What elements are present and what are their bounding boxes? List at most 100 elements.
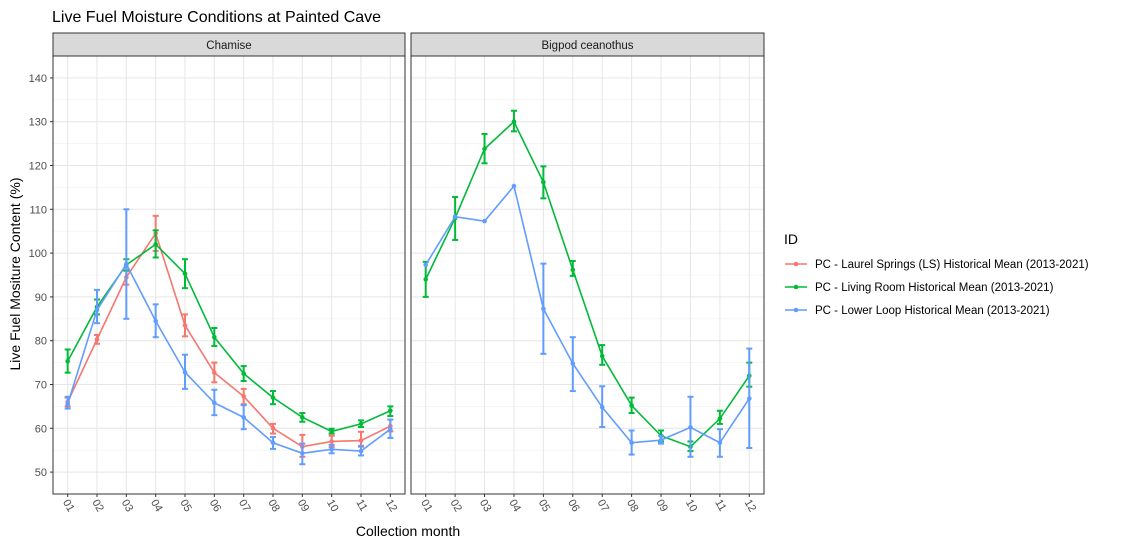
data-point bbox=[212, 400, 217, 406]
data-point bbox=[570, 267, 576, 273]
panel-border bbox=[410, 55, 765, 495]
y-tick-label: 110 bbox=[29, 204, 47, 216]
legend-entry: PC - Living Room Historical Mean (2013-2… bbox=[785, 282, 1054, 294]
data-point bbox=[212, 370, 217, 375]
x-tick-label: 10 bbox=[683, 498, 700, 515]
series-line bbox=[425, 184, 750, 444]
x-tick-label: 05 bbox=[177, 498, 194, 515]
x-tick-label: 08 bbox=[265, 498, 282, 515]
data-point bbox=[270, 426, 276, 431]
data-point bbox=[629, 403, 634, 408]
panel-1: Chamise 01 02 03 04 05 06 07 08 09 10 11 12 bbox=[52, 32, 406, 515]
data-point bbox=[388, 408, 393, 414]
data-point bbox=[746, 396, 752, 401]
x-tick-label: 03 bbox=[119, 498, 136, 515]
y-tick-label: 70 bbox=[35, 380, 47, 392]
series-line bbox=[66, 231, 391, 448]
data-point bbox=[94, 307, 100, 313]
x-tick-label: 02 bbox=[89, 498, 106, 515]
data-point bbox=[541, 179, 546, 185]
data-point bbox=[241, 415, 246, 420]
data-point bbox=[511, 119, 517, 124]
legend-key-point bbox=[793, 284, 799, 290]
panels-group: Chamise 01 02 03 04 05 06 07 08 09 10 11 12 Bigpod ce… bbox=[52, 32, 765, 515]
x-tick-label: 05 bbox=[536, 498, 553, 515]
data-point bbox=[182, 323, 188, 328]
data-point bbox=[717, 440, 723, 446]
x-tick-label: 02 bbox=[448, 498, 465, 515]
y-tick-label: 80 bbox=[35, 336, 47, 348]
x-tick-label: 07 bbox=[595, 498, 612, 515]
data-point bbox=[241, 394, 246, 399]
x-tick-label: 04 bbox=[148, 498, 165, 515]
data-point bbox=[329, 439, 334, 444]
data-point bbox=[658, 437, 664, 443]
legend-key-point bbox=[793, 261, 799, 267]
legend: ID PC - Laurel Springs (LS) Historical M… bbox=[784, 231, 1089, 317]
data-point bbox=[212, 334, 217, 340]
chart-title: Live Fuel Moisture Conditions at Painted… bbox=[52, 9, 381, 26]
x-tick-label: 12 bbox=[383, 498, 400, 515]
data-point bbox=[182, 271, 188, 276]
data-point bbox=[629, 440, 634, 446]
x-tick-label: 06 bbox=[207, 498, 224, 515]
data-point bbox=[688, 425, 693, 430]
y-tick-label: 90 bbox=[35, 292, 47, 304]
data-point bbox=[65, 358, 70, 364]
data-point bbox=[358, 421, 364, 427]
data-point bbox=[329, 447, 334, 452]
data-point bbox=[329, 429, 334, 434]
series-3 bbox=[64, 208, 394, 466]
data-point bbox=[94, 337, 100, 342]
y-tick-label: 120 bbox=[29, 161, 47, 173]
x-tick-label: 01 bbox=[60, 498, 77, 515]
x-tick-label: 12 bbox=[742, 498, 759, 515]
series-2 bbox=[423, 183, 753, 458]
data-point bbox=[599, 353, 605, 359]
x-tick-label: 07 bbox=[236, 498, 253, 515]
x-axis-title: Collection month bbox=[356, 523, 460, 539]
y-tick-label: 100 bbox=[29, 248, 47, 260]
panel-strip-label: Bigpod ceanothus bbox=[541, 40, 633, 52]
y-axis-title: Live Fuel Mositure Content (%) bbox=[7, 178, 23, 371]
legend-label: PC - Laurel Springs (LS) Historical Mean… bbox=[815, 259, 1089, 271]
data-point bbox=[423, 262, 429, 268]
series-line bbox=[66, 262, 391, 455]
legend-title: ID bbox=[784, 231, 798, 247]
panel-strip-label: Chamise bbox=[206, 40, 251, 52]
series-line bbox=[424, 120, 750, 448]
data-point bbox=[241, 371, 246, 376]
data-point bbox=[599, 404, 605, 410]
data-point bbox=[570, 361, 576, 366]
legend-entry: PC - Laurel Springs (LS) Historical Mean… bbox=[785, 259, 1089, 271]
panel-border bbox=[52, 55, 406, 495]
data-point bbox=[482, 146, 487, 152]
legend-label: PC - Lower Loop Historical Mean (2013-20… bbox=[815, 305, 1050, 317]
data-point bbox=[270, 440, 276, 446]
y-tick-label: 60 bbox=[35, 423, 47, 435]
legend-key-point bbox=[793, 307, 799, 313]
data-point bbox=[182, 369, 188, 375]
panel-2: Bigpod ceanothus 01 02 03 04 05 06 07 08 09 10 11 12 bbox=[410, 32, 765, 515]
data-point bbox=[300, 450, 305, 456]
data-point bbox=[358, 438, 364, 443]
data-point bbox=[300, 415, 305, 420]
data-point bbox=[153, 318, 158, 324]
x-tick-label: 11 bbox=[353, 498, 369, 514]
x-tick-label: 08 bbox=[624, 498, 641, 515]
y-tick-label: 50 bbox=[35, 467, 47, 479]
data-point bbox=[482, 218, 487, 224]
data-point bbox=[65, 401, 70, 407]
data-point bbox=[388, 426, 393, 432]
y-axis-ticks: 50 60 70 80 90 100 110 120 130 140 bbox=[29, 73, 53, 479]
data-point bbox=[153, 242, 158, 247]
legend-entry: PC - Lower Loop Historical Mean (2013-20… bbox=[785, 305, 1050, 317]
y-tick-label: 140 bbox=[29, 73, 47, 85]
x-tick-label: 09 bbox=[653, 498, 670, 515]
x-tick-label: 06 bbox=[565, 498, 582, 515]
y-tick-label: 130 bbox=[29, 117, 47, 129]
data-point bbox=[124, 261, 129, 267]
data-point bbox=[541, 306, 546, 312]
x-tick-label: 03 bbox=[477, 498, 494, 515]
data-point bbox=[452, 214, 458, 220]
